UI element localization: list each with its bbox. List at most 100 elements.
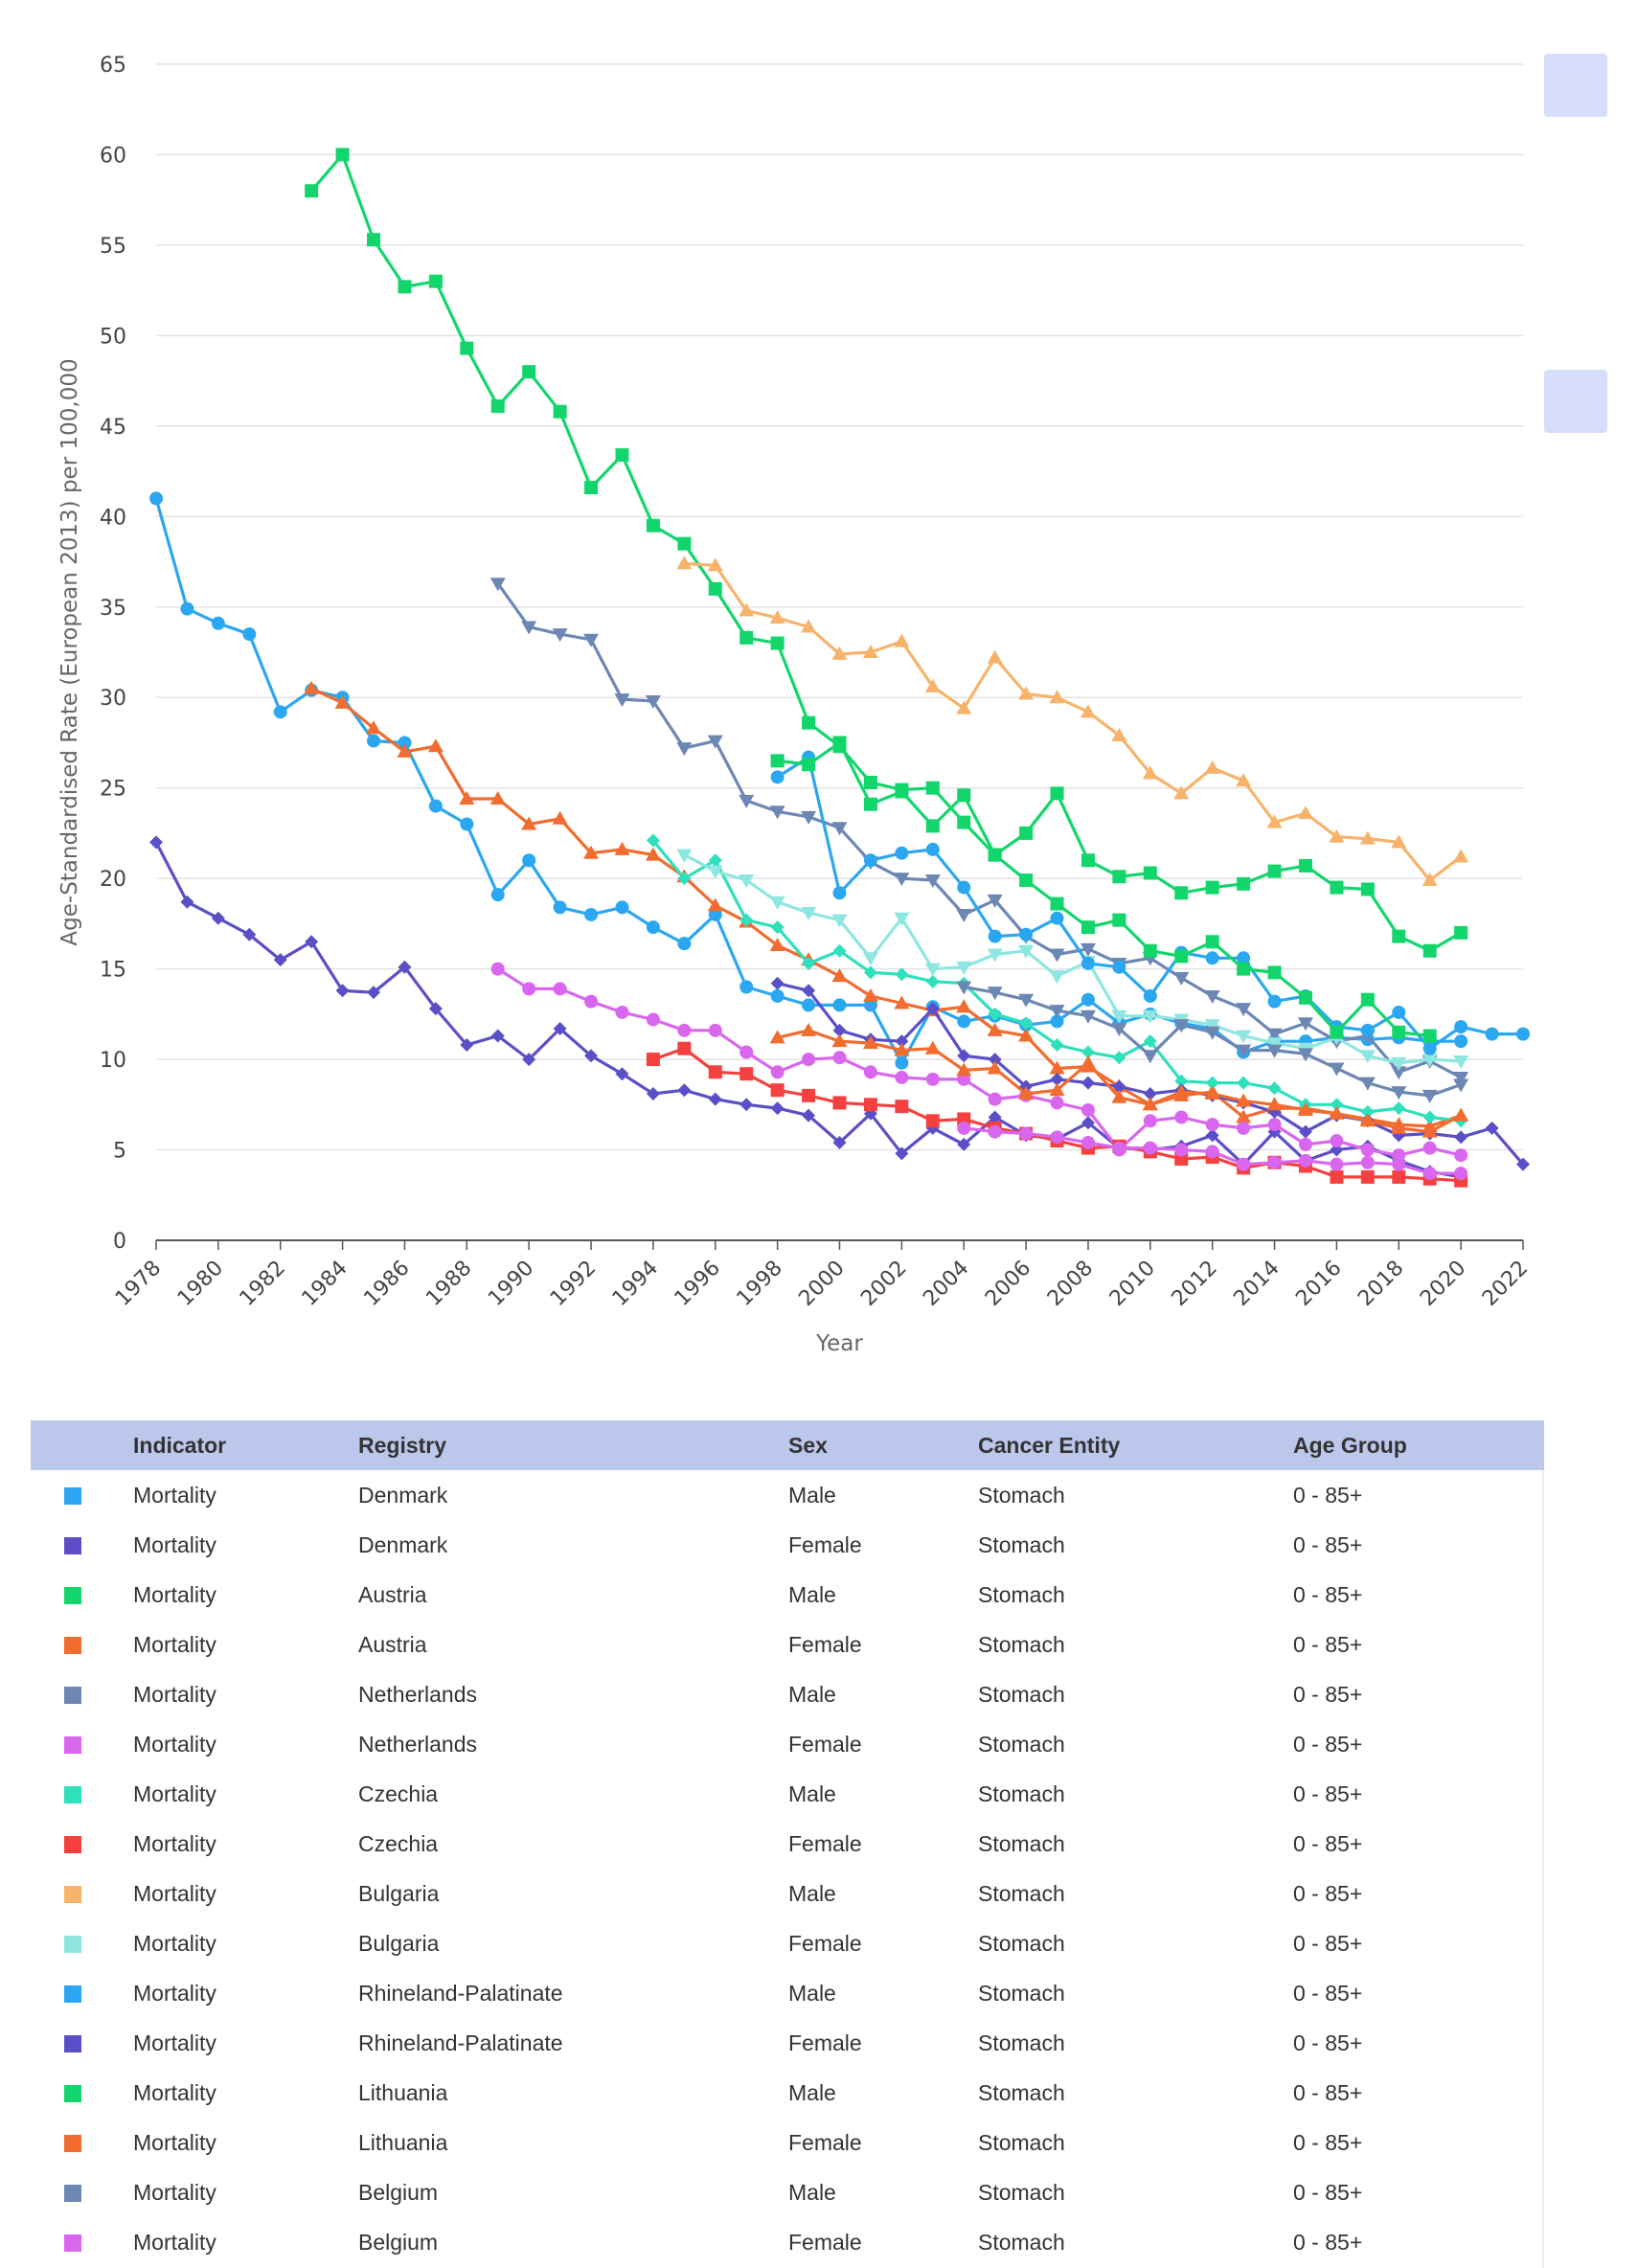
data-point[interactable] — [1359, 1113, 1376, 1127]
data-point[interactable] — [1422, 1041, 1437, 1055]
data-point[interactable] — [1267, 1118, 1282, 1132]
data-point[interactable] — [1142, 1009, 1158, 1024]
data-point[interactable] — [863, 776, 877, 790]
data-point[interactable] — [615, 900, 629, 915]
data-point[interactable] — [1143, 1086, 1157, 1100]
series-line[interactable] — [310, 687, 1462, 1128]
data-point[interactable] — [1081, 1116, 1095, 1130]
data-point[interactable] — [367, 233, 381, 247]
data-point[interactable] — [1297, 805, 1313, 820]
data-point[interactable] — [584, 907, 599, 921]
data-point[interactable] — [1266, 1028, 1283, 1042]
data-point[interactable] — [398, 736, 412, 750]
data-point[interactable] — [1174, 949, 1189, 964]
chart-options-button[interactable] — [1544, 370, 1607, 433]
data-point[interactable] — [862, 645, 878, 658]
data-point[interactable] — [831, 646, 848, 660]
data-point[interactable] — [1080, 942, 1096, 957]
data-point[interactable] — [988, 1053, 1002, 1067]
data-point[interactable] — [1049, 1082, 1065, 1097]
data-point[interactable] — [1143, 943, 1157, 958]
data-point[interactable] — [1205, 935, 1219, 949]
data-point[interactable] — [646, 1053, 660, 1067]
data-point[interactable] — [862, 1035, 878, 1050]
data-point[interactable] — [1049, 970, 1065, 985]
data-point[interactable] — [925, 974, 940, 988]
data-point[interactable] — [1050, 1014, 1064, 1029]
data-point[interactable] — [1330, 880, 1344, 895]
data-point[interactable] — [553, 1021, 567, 1035]
data-point[interactable] — [863, 797, 877, 811]
data-point[interactable] — [367, 986, 381, 1000]
data-point[interactable] — [180, 601, 194, 616]
data-point[interactable] — [1453, 1078, 1469, 1093]
series-line[interactable] — [496, 582, 1462, 1079]
data-point[interactable] — [924, 1040, 941, 1055]
data-point[interactable] — [1485, 1121, 1499, 1135]
data-point[interactable] — [1330, 1098, 1344, 1112]
data-point[interactable] — [149, 835, 163, 850]
data-point[interactable] — [956, 981, 972, 995]
data-point[interactable] — [1049, 1060, 1065, 1075]
data-point[interactable] — [831, 1033, 848, 1048]
data-point[interactable] — [1392, 1169, 1406, 1184]
data-point[interactable] — [1143, 1114, 1157, 1128]
data-point[interactable] — [1019, 927, 1034, 941]
data-point[interactable] — [490, 1029, 505, 1043]
data-point[interactable] — [1453, 1107, 1469, 1122]
data-point[interactable] — [770, 1065, 785, 1079]
data-point[interactable] — [1453, 1055, 1469, 1069]
data-point[interactable] — [832, 1051, 847, 1065]
data-point[interactable] — [707, 897, 723, 912]
data-point[interactable] — [615, 1005, 629, 1019]
data-point[interactable] — [1236, 1030, 1252, 1044]
data-point[interactable] — [739, 874, 755, 889]
data-point[interactable] — [770, 988, 785, 1003]
data-point[interactable] — [988, 1110, 1002, 1124]
data-point[interactable] — [1359, 830, 1376, 845]
data-point[interactable] — [1391, 1120, 1407, 1134]
data-point[interactable] — [863, 1098, 877, 1112]
data-point[interactable] — [1111, 1009, 1127, 1024]
data-point[interactable] — [770, 920, 785, 935]
data-point[interactable] — [1330, 1134, 1344, 1148]
data-point[interactable] — [366, 720, 382, 735]
data-point[interactable] — [1329, 1062, 1345, 1077]
chart-menu-button[interactable] — [1544, 54, 1607, 117]
data-point[interactable] — [924, 874, 941, 889]
data-point[interactable] — [832, 943, 847, 958]
data-point[interactable] — [1391, 1056, 1407, 1071]
data-point[interactable] — [1359, 1050, 1376, 1064]
data-point[interactable] — [739, 1045, 754, 1059]
data-point[interactable] — [802, 1108, 816, 1123]
data-point[interactable] — [895, 967, 909, 982]
data-point[interactable] — [1019, 1016, 1034, 1031]
data-point[interactable] — [1237, 1076, 1251, 1090]
data-point[interactable] — [1204, 989, 1220, 1004]
data-point[interactable] — [305, 184, 319, 198]
data-point[interactable] — [614, 693, 630, 708]
data-point[interactable] — [1081, 920, 1095, 935]
data-point[interactable] — [552, 810, 568, 825]
data-point[interactable] — [801, 810, 817, 825]
data-point[interactable] — [956, 908, 972, 922]
data-point[interactable] — [739, 794, 755, 808]
data-point[interactable] — [1237, 1157, 1251, 1171]
data-point[interactable] — [1267, 864, 1282, 878]
data-point[interactable] — [925, 819, 940, 833]
data-point[interactable] — [1266, 1044, 1283, 1058]
data-point[interactable] — [1049, 948, 1065, 963]
data-point[interactable] — [987, 1060, 1003, 1075]
data-point[interactable] — [988, 848, 1002, 862]
data-point[interactable] — [427, 738, 444, 753]
data-point[interactable] — [831, 968, 848, 983]
data-point[interactable] — [460, 1037, 474, 1052]
data-point[interactable] — [988, 1092, 1002, 1106]
data-point[interactable] — [1391, 1066, 1407, 1080]
data-point[interactable] — [957, 1121, 971, 1135]
data-point[interactable] — [802, 998, 816, 1012]
data-point[interactable] — [957, 815, 971, 829]
data-point[interactable] — [1204, 760, 1220, 774]
data-point[interactable] — [1267, 1081, 1282, 1096]
data-point[interactable] — [1143, 1034, 1157, 1049]
